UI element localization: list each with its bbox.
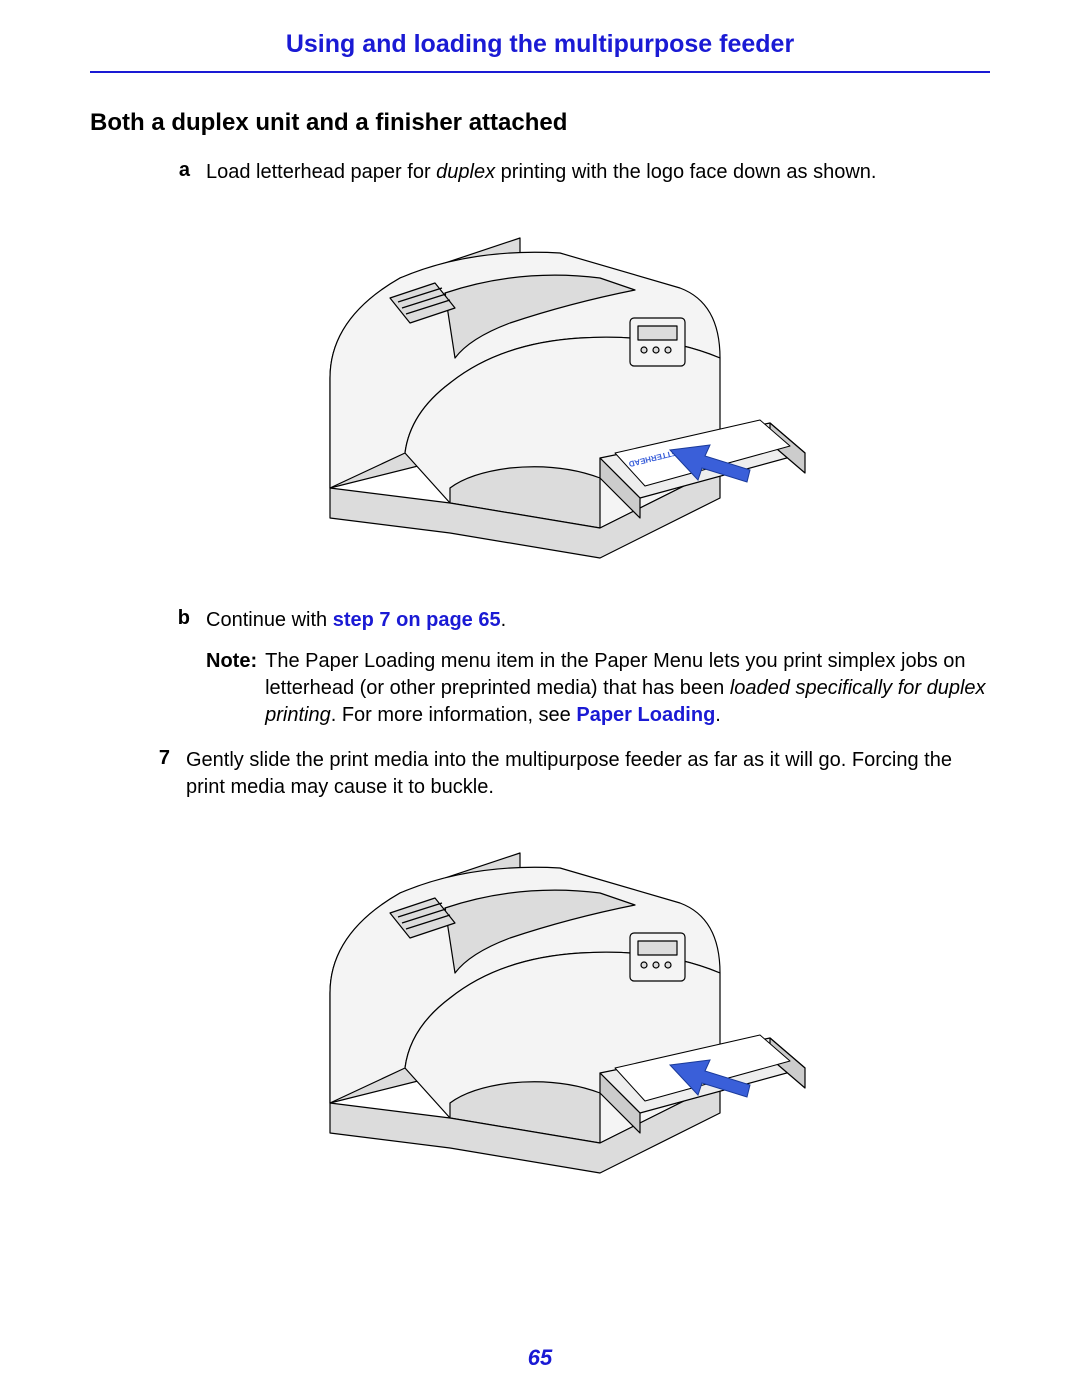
note-text-3: . [715, 704, 721, 726]
step-b-marker: b [148, 607, 206, 630]
page-number: 65 [0, 1345, 1080, 1371]
step-b-body: Continue with step 7 on page 65. [206, 607, 990, 634]
note-body: The Paper Loading menu item in the Paper… [265, 648, 990, 729]
page-header: Using and loading the multipurpose feede… [90, 30, 990, 73]
step-a-marker: a [148, 159, 206, 182]
header-title: Using and loading the multipurpose feede… [286, 30, 794, 58]
figure-1: LETTERHEAD [90, 198, 990, 583]
printer-illustration-1: LETTERHEAD [260, 198, 820, 578]
step-b-text-2: . [501, 609, 507, 631]
paper-loading-link[interactable]: Paper Loading [576, 704, 715, 726]
step-7: 7 Gently slide the print media into the … [148, 747, 990, 801]
note-text-2: . For more information, see [331, 704, 577, 726]
step-b: b Continue with step 7 on page 65. [148, 607, 990, 634]
printer-illustration-2 [260, 813, 820, 1193]
figure-2 [90, 813, 990, 1198]
step-a: a Load letterhead paper for duplex print… [148, 159, 990, 186]
step7-link[interactable]: step 7 on page 65 [333, 609, 501, 631]
step-b-text-1: Continue with [206, 609, 333, 631]
note-block: Note: The Paper Loading menu item in the… [206, 648, 990, 729]
section-heading: Both a duplex unit and a finisher attach… [90, 109, 990, 137]
step-a-italic: duplex [436, 161, 495, 183]
step-a-text-2: printing with the logo face down as show… [495, 161, 876, 183]
note-label: Note: [206, 648, 265, 729]
step-7-marker: 7 [148, 747, 186, 770]
step-7-body: Gently slide the print media into the mu… [186, 747, 990, 801]
step-a-text-1: Load letterhead paper for [206, 161, 436, 183]
step-a-body: Load letterhead paper for duplex printin… [206, 159, 990, 186]
